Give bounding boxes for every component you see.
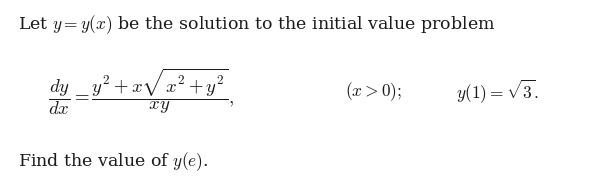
Text: $y(1) = \sqrt{3}.$: $y(1) = \sqrt{3}.$ bbox=[456, 77, 539, 105]
Text: Let $y = y(x)$ be the solution to the initial value problem: Let $y = y(x)$ be the solution to the in… bbox=[18, 13, 496, 36]
Text: Find the value of $y(e)$.: Find the value of $y(e)$. bbox=[18, 150, 209, 173]
Text: $\dfrac{dy}{dx} = \dfrac{y^2 + x\sqrt{x^2 + y^2}}{xy},$: $\dfrac{dy}{dx} = \dfrac{y^2 + x\sqrt{x^… bbox=[48, 66, 235, 117]
Text: $(x > 0);$: $(x > 0);$ bbox=[345, 80, 402, 103]
